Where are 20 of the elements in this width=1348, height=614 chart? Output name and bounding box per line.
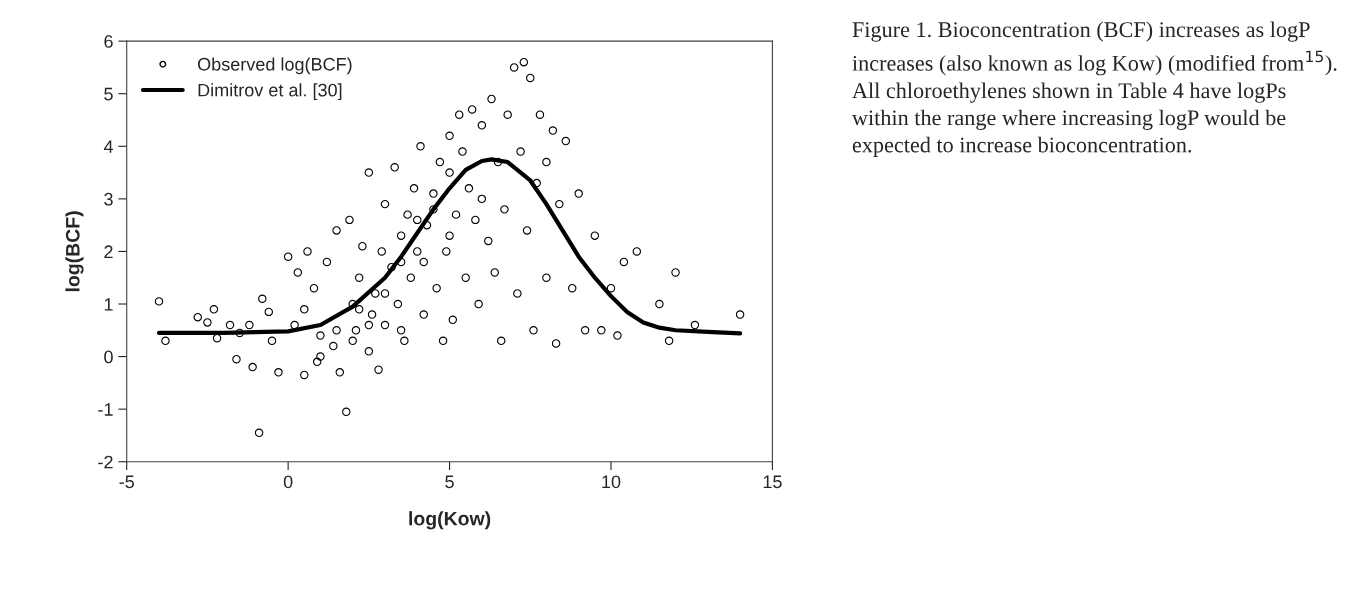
y-tick-label: 5 (104, 87, 113, 101)
y-tick-label: 4 (103, 140, 113, 153)
legend-label: Observed log(BCF) (197, 57, 352, 75)
y-tick-label: 1 (104, 298, 113, 311)
x-tick-label: -5 (119, 475, 134, 489)
y-tick-label: 6 (104, 35, 113, 48)
y-tick-label: 3 (104, 192, 113, 206)
y-tick-label: -2 (98, 455, 113, 469)
x-tick-label: 0 (283, 475, 293, 489)
y-axis-title: log(BCF) (65, 211, 84, 292)
y-tick-label: -1 (98, 403, 113, 416)
x-tick-label: 15 (763, 475, 782, 489)
x-tick-label: 10 (602, 475, 621, 489)
legend-label: Dimitrov et al. [30] (198, 83, 342, 101)
x-tick-label: 5 (445, 475, 454, 489)
line-series (156, 157, 743, 336)
y-tick-label: 2 (104, 245, 113, 258)
y-tick-label: 0 (104, 350, 113, 364)
text: Figure 1. Bioconcentration (BCF) increases as logP increases (also known as log Kow) (modified from$^{15}$). All chloroethylenes shown in Table 4 have logPs within the range where increasing logP would be expected to increase bioconcentration. (851, 21, 1337, 157)
x-axis-title: log(Kow) (409, 511, 491, 530)
